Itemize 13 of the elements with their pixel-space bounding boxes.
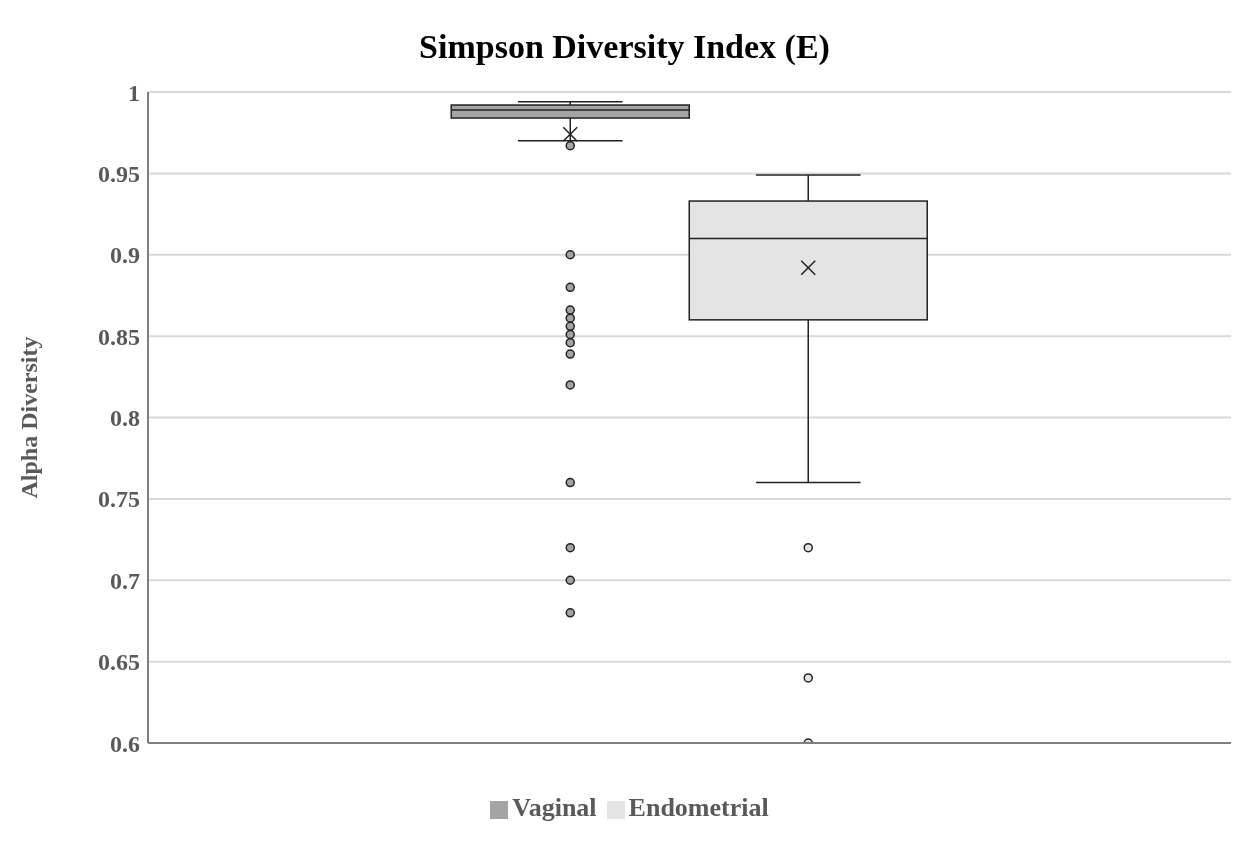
- legend-label: Endometrial: [628, 793, 769, 822]
- y-tick-label: 0.75: [98, 486, 140, 513]
- chart-title: Simpson Diversity Index (E): [418, 27, 831, 67]
- y-axis-title: Alpha Diversity: [15, 336, 42, 499]
- y-tick-label: 0.9: [110, 242, 140, 269]
- y-tick-label: 0.65: [98, 649, 140, 676]
- y-tick-label: 1: [128, 79, 140, 106]
- y-tick-label: 0.8: [110, 405, 140, 432]
- y-tick-label: 0.6: [110, 730, 140, 757]
- y-tick-label: 0.85: [98, 323, 140, 350]
- legend-label: Vaginal: [512, 793, 597, 822]
- y-tick-label: 0.95: [98, 160, 140, 187]
- y-tick-label: 0.7: [110, 567, 140, 594]
